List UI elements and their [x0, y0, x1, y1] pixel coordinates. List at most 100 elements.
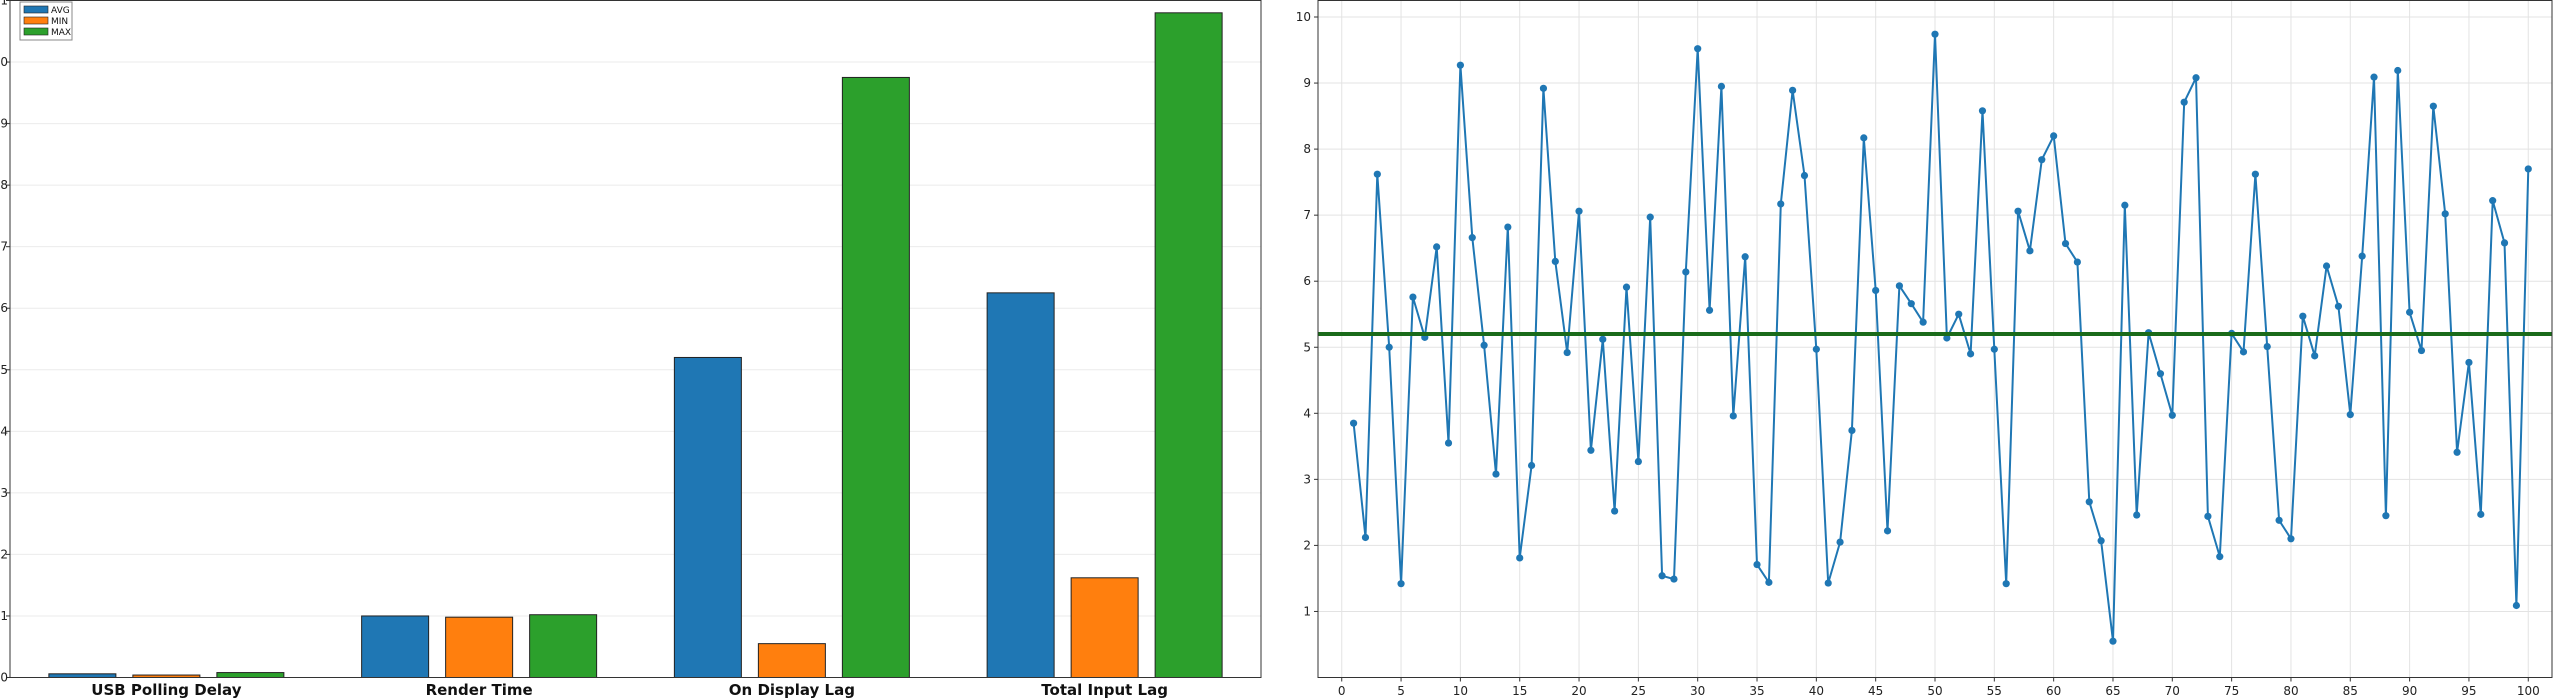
line-x-tick-label: 80	[2283, 684, 2298, 698]
legend-label: AVG	[51, 6, 70, 16]
bar-y-tick-label: 7	[0, 240, 8, 254]
line-point	[1777, 200, 1785, 208]
bar-category-label: Total Input Lag	[1041, 681, 1168, 698]
line-point	[2406, 308, 2414, 316]
line-point	[1978, 107, 1987, 115]
line-point	[2358, 252, 2366, 260]
line-point	[1444, 439, 1453, 447]
line-chart-frame	[1317, 0, 2553, 678]
bar-chart-grid	[10, 0, 1261, 678]
line-point	[1563, 348, 1571, 357]
line-y-tick-label: 7	[1303, 208, 1311, 222]
bar-min	[445, 616, 514, 678]
line-point	[1658, 572, 1666, 580]
line-point	[1895, 282, 1904, 290]
line-point	[2477, 510, 2485, 518]
bar-category-label: Render Time	[426, 681, 533, 698]
line-point	[2489, 197, 2497, 205]
bar-category-label: USB Polling Delay	[91, 681, 241, 698]
bar-max	[216, 672, 285, 678]
line-point	[1385, 343, 1393, 351]
line-y-tick-label: 10	[1296, 10, 1311, 24]
legend-swatch	[23, 27, 49, 36]
bar-min	[1070, 577, 1139, 679]
line-point	[1611, 507, 1619, 515]
line-point	[1824, 579, 1832, 587]
line-point	[2322, 262, 2331, 270]
line-point	[1361, 533, 1370, 542]
line-chart-grid	[1318, 0, 2552, 678]
bar-y-tick-label: 4	[0, 424, 8, 438]
line-x-tick-label: 20	[1571, 684, 1586, 698]
line-y-tick-label: 6	[1303, 274, 1311, 288]
bar-avg	[48, 673, 117, 678]
line-point	[1800, 171, 1809, 180]
line-point	[2014, 207, 2022, 215]
line-chart-points	[1349, 30, 2532, 645]
line-point	[2263, 342, 2271, 351]
line-point	[1694, 45, 1702, 53]
bar-max	[1154, 12, 1223, 679]
line-point	[2287, 535, 2295, 543]
line-x-tick-label: 30	[1690, 684, 1705, 698]
line-point	[2156, 370, 2165, 378]
line-point	[2085, 498, 2093, 506]
line-x-tick-label: 60	[2046, 684, 2061, 698]
line-point	[1433, 243, 1441, 251]
line-point	[2453, 448, 2461, 456]
line-point	[1516, 554, 1524, 562]
legend-label: MAX	[51, 28, 71, 38]
line-point	[2346, 411, 2354, 419]
line-chart-series	[1352, 33, 2530, 643]
line-point	[1682, 268, 1690, 276]
line-point	[2061, 239, 2070, 248]
line-point	[2097, 537, 2105, 545]
line-point	[2038, 156, 2046, 164]
line-point	[2524, 165, 2532, 173]
bar-avg	[361, 615, 430, 678]
line-point	[2239, 348, 2248, 356]
line-x-tick-label: 90	[2402, 684, 2417, 698]
bar-y-tick-label: 1	[0, 609, 8, 623]
line-point	[1943, 334, 1951, 342]
line-point	[2204, 512, 2212, 520]
line-point	[1539, 84, 1548, 92]
line-y-tick-label: 4	[1303, 406, 1311, 420]
line-point	[2121, 201, 2129, 209]
line-point	[1812, 345, 1820, 353]
bar-chart-y-ticks: 0 1 2 3 4 5 6 7 8 9 10 11	[0, 0, 10, 685]
line-point	[1717, 82, 1726, 90]
bar-y-tick-label: 9	[0, 117, 8, 131]
line-point	[2334, 302, 2343, 310]
bar-y-tick-label: 11	[0, 0, 8, 8]
line-series-path	[1352, 33, 2530, 643]
line-point	[2311, 352, 2319, 360]
legend-label: MIN	[51, 17, 68, 27]
line-point	[1836, 538, 1844, 546]
bar-y-tick-label: 8	[0, 178, 8, 192]
line-point	[1480, 341, 1488, 349]
bar-category-label: On Display Lag	[729, 681, 855, 698]
line-point	[2465, 358, 2473, 367]
line-y-tick-label: 8	[1303, 142, 1311, 156]
line-point	[2370, 73, 2378, 81]
line-point	[1622, 283, 1631, 291]
line-point	[1670, 575, 1678, 583]
line-point	[2050, 132, 2058, 140]
bar-y-tick-label: 3	[0, 486, 8, 500]
line-x-tick-label: 25	[1631, 684, 1646, 698]
bar-min	[757, 643, 826, 679]
legend-swatch	[23, 5, 49, 14]
line-point	[1883, 527, 1892, 535]
line-point	[1741, 253, 1749, 261]
line-point	[1955, 310, 1963, 318]
line-point	[1646, 213, 1654, 221]
line-point	[1456, 61, 1464, 69]
line-x-tick-label: 100	[2517, 684, 2540, 698]
bar-chart-frame	[9, 0, 1262, 678]
line-point	[2168, 411, 2176, 419]
line-point	[2109, 637, 2117, 645]
line-point	[1753, 560, 1761, 569]
